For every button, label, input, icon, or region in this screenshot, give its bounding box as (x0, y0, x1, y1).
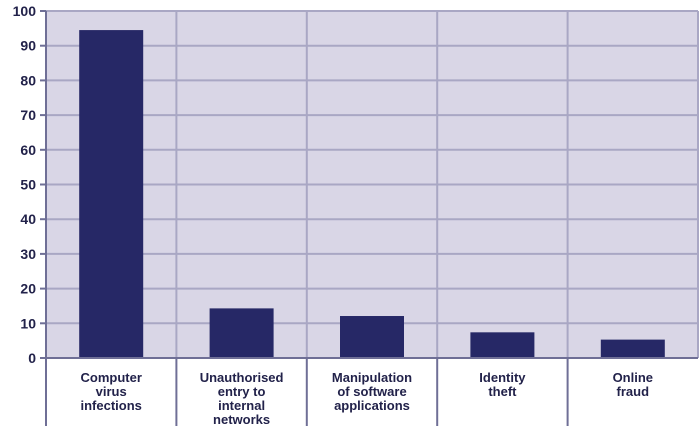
x-tick-label: Computer virus infections (80, 370, 141, 413)
grid-lines (46, 10, 699, 358)
bar (340, 316, 404, 358)
y-tick-label: 40 (20, 211, 36, 227)
y-tick-label: 80 (20, 72, 36, 88)
x-tick-label-line: entry to (218, 384, 266, 399)
x-tick-label-line: Online (613, 370, 653, 385)
x-tick-label-line: applications (334, 398, 410, 413)
x-tick-label-line: infections (80, 398, 141, 413)
x-tick-label: Identity theft (479, 370, 526, 399)
y-tick-label: 70 (20, 107, 36, 123)
x-tick-label-line: Unauthorised (200, 370, 284, 385)
bar (209, 308, 274, 358)
y-tick-label: 100 (13, 3, 37, 19)
bar (79, 30, 144, 359)
y-tick-label: 60 (20, 142, 36, 158)
y-tick-label: 10 (20, 315, 36, 331)
y-tick-label: 20 (20, 281, 36, 297)
x-tick-label-line: of software (337, 384, 406, 399)
y-tick-label: 50 (20, 177, 36, 193)
bars (79, 30, 665, 359)
x-tick-label-line: virus (96, 384, 127, 399)
x-tick-label-line: Identity (479, 370, 526, 385)
x-tick-label-line: fraud (617, 384, 650, 399)
y-tick-label: 0 (28, 350, 36, 366)
x-tick-label: Unauthorised entry to internal networks (200, 370, 284, 427)
x-tick-label-line: Manipulation (332, 370, 412, 385)
x-tick-label: Manipulation of software applications (332, 370, 412, 413)
x-tick-label: Online fraud (613, 370, 653, 399)
y-tick-label: 90 (20, 38, 36, 54)
bar (470, 332, 535, 358)
bar (600, 339, 665, 358)
x-tick-label-line: theft (488, 384, 517, 399)
x-tick-label-line: Computer (81, 370, 142, 385)
y-tick-label: 30 (20, 246, 36, 262)
x-tick-label-line: internal (218, 398, 265, 413)
axes (40, 10, 698, 426)
tick-labels: 0 10 20 30 40 50 60 70 80 90 100 Computer virus infec… (13, 3, 653, 427)
x-tick-label-line: networks (213, 412, 270, 427)
